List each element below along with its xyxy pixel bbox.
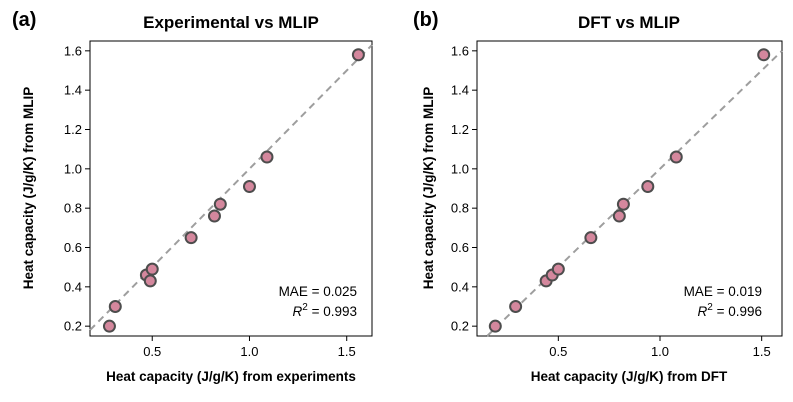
x-tick-label: 1.5 [753,344,771,359]
y-tick-label: 1.6 [64,43,82,58]
data-point [260,150,274,164]
parity-line [89,44,373,331]
parity-line-layer [486,50,783,337]
data-point [584,231,598,245]
y-tick-label: 0.8 [64,201,82,216]
r2-symbol: R [698,304,708,319]
points-layer [488,48,771,333]
y-tick-label: 1.6 [451,43,469,58]
panel-label: (b) [413,9,439,31]
mae-text: MAE = 0.025 [279,284,357,299]
y-tick-label: 0.8 [451,201,469,216]
r2-text: R2 = 0.993 [293,302,357,319]
x-ticks: 0.5 1.0 1.5 [143,336,356,359]
y-ticks: 0.2 0.4 0.6 0.8 1.0 1.2 1.4 1.6 [64,43,90,334]
y-tick-label: 1.4 [64,83,82,98]
data-point [641,180,655,194]
data-point [207,209,221,223]
mae-text: MAE = 0.019 [684,284,762,299]
parity-line-layer [89,44,373,331]
data-point [145,262,159,276]
y-tick-label: 1.4 [451,83,469,98]
data-point [612,209,626,223]
chart-title: DFT vs MLIP [578,13,680,32]
data-point [213,197,227,211]
y-tick-label: 1.0 [64,161,82,176]
data-point [616,197,630,211]
panel-label: (a) [12,9,36,31]
y-tick-label: 0.4 [64,279,82,294]
y-tick-label: 1.0 [451,161,469,176]
x-axis-label: Heat capacity (J/g/K) from experiments [106,369,356,384]
data-point [184,231,198,245]
r2-value: = 0.996 [713,304,762,319]
x-tick-label: 0.5 [549,344,567,359]
y-tick-label: 1.2 [451,122,469,137]
parity-line [486,50,783,337]
data-point [351,48,365,62]
r2-value: = 0.993 [308,304,357,319]
y-tick-label: 0.6 [451,240,469,255]
points-layer [102,48,365,333]
y-tick-label: 0.2 [64,319,82,334]
x-axis-label: Heat capacity (J/g/K) from DFT [531,369,728,384]
panel-a: (a) Experimental vs MLIP 0.5 1.0 1.5 0.20.… [12,9,373,384]
r2-exponent: 2 [707,302,713,313]
x-tick-label: 1.0 [651,344,669,359]
y-tick-label: 0.6 [64,240,82,255]
data-point [102,319,116,333]
x-tick-label: 1.5 [338,344,356,359]
data-point [488,319,502,333]
y-tick-label: 1.2 [64,122,82,137]
x-ticks: 0.5 1.0 1.5 [549,336,771,359]
y-tick-label: 0.4 [451,279,469,294]
x-tick-label: 1.0 [240,344,258,359]
r2-exponent: 2 [302,302,308,313]
r2-symbol: R [293,304,303,319]
panel-b: (b) DFT vs MLIP 0.5 1.0 1.5 0.2 0.4 0.6 0.8 1.… [413,9,783,384]
y-axis-label: Heat capacity (J/g/K) from MLIP [21,87,36,290]
y-ticks: 0.2 0.4 0.6 0.8 1.0 1.2 1.4 1.6 [451,43,477,334]
x-tick-label: 0.5 [143,344,161,359]
data-point [669,150,683,164]
plot-frame [476,40,783,337]
data-point [143,274,157,288]
data-point [551,262,565,276]
chart-title: Experimental vs MLIP [143,13,319,32]
plot-frame [89,40,373,337]
data-point [108,300,122,313]
r2-text: R2 = 0.996 [698,302,762,319]
data-point [509,300,523,313]
y-axis-label: Heat capacity (J/g/K) from MLIP [421,87,436,290]
data-point [242,180,256,194]
y-tick-label: 0.2 [451,319,469,334]
data-point [757,48,771,62]
